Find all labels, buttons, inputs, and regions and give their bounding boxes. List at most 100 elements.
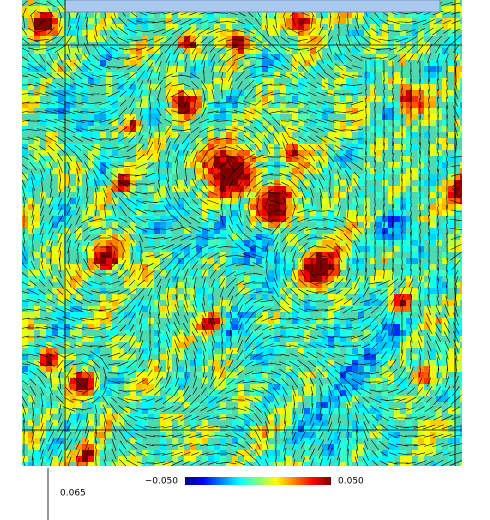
field-cell	[376, 348, 382, 354]
field-cell	[448, 24, 454, 30]
field-cell	[232, 324, 238, 330]
field-cell	[274, 450, 280, 456]
field-cell	[256, 330, 262, 336]
field-cell	[436, 282, 442, 288]
field-cell	[130, 396, 136, 402]
field-cell	[46, 294, 52, 300]
field-cell	[130, 372, 136, 378]
field-cell	[436, 414, 442, 420]
field-cell	[166, 48, 172, 54]
field-cell	[346, 300, 352, 306]
field-cell	[220, 150, 226, 156]
field-cell	[220, 300, 226, 306]
field-cell	[340, 18, 346, 24]
field-cell	[178, 144, 184, 150]
field-cell	[70, 144, 76, 150]
field-cell	[70, 402, 76, 408]
field-cell	[142, 168, 148, 174]
field-cell	[34, 270, 40, 276]
field-cell	[316, 276, 322, 282]
field-cell	[40, 366, 46, 372]
field-cell	[34, 12, 40, 18]
field-cell	[424, 324, 430, 330]
field-cell	[22, 414, 28, 420]
field-cell	[88, 450, 94, 456]
field-cell	[124, 78, 130, 84]
field-cell	[88, 384, 94, 390]
field-cell	[142, 342, 148, 348]
field-cell	[352, 348, 358, 354]
field-cell	[460, 72, 466, 78]
field-cell	[106, 390, 112, 396]
field-cell	[196, 288, 202, 294]
field-cell	[226, 24, 232, 30]
field-cell	[232, 186, 238, 192]
field-cell	[214, 432, 220, 438]
field-cell	[202, 174, 208, 180]
field-cell	[382, 120, 388, 126]
field-cell	[148, 216, 154, 222]
field-cell	[364, 306, 370, 312]
field-cell	[274, 162, 280, 168]
field-cell	[328, 294, 334, 300]
field-cell	[346, 222, 352, 228]
field-cell	[124, 132, 130, 138]
field-cell	[190, 456, 196, 462]
field-cell	[94, 240, 100, 246]
field-cell	[400, 240, 406, 246]
field-cell	[286, 144, 292, 150]
field-cell	[382, 144, 388, 150]
field-cell	[274, 324, 280, 330]
field-cell	[448, 396, 454, 402]
field-cell	[406, 456, 412, 462]
field-cell	[406, 366, 412, 372]
field-cell	[298, 114, 304, 120]
field-cell	[106, 192, 112, 198]
field-cell	[412, 108, 418, 114]
field-cell	[118, 420, 124, 426]
field-cell	[112, 102, 118, 108]
field-cell	[220, 330, 226, 336]
field-cell	[22, 372, 28, 378]
field-cell	[142, 132, 148, 138]
field-cell	[286, 438, 292, 444]
field-cell	[22, 390, 28, 396]
field-cell	[88, 222, 94, 228]
field-cell	[232, 336, 238, 342]
field-cell	[436, 162, 442, 168]
field-cell	[34, 438, 40, 444]
field-cell	[238, 54, 244, 60]
field-cell	[292, 372, 298, 378]
field-cell	[382, 24, 388, 30]
field-cell	[328, 216, 334, 222]
field-cell	[46, 24, 52, 30]
field-cell	[88, 54, 94, 60]
field-cell	[340, 324, 346, 330]
field-cell	[70, 414, 76, 420]
field-cell	[232, 174, 238, 180]
field-cell	[196, 204, 202, 210]
field-cell	[376, 432, 382, 438]
field-cell	[346, 96, 352, 102]
field-cell	[112, 264, 118, 270]
field-cell	[460, 228, 466, 234]
field-cell	[430, 120, 436, 126]
field-cell	[202, 366, 208, 372]
field-cell	[298, 420, 304, 426]
field-cell	[118, 144, 124, 150]
field-cell	[400, 96, 406, 102]
field-cell	[364, 96, 370, 102]
field-cell	[340, 450, 346, 456]
field-cell	[106, 258, 112, 264]
field-cell	[418, 180, 424, 186]
field-cell	[400, 336, 406, 342]
field-cell	[268, 396, 274, 402]
field-cell	[460, 270, 466, 276]
field-cell	[34, 378, 40, 384]
field-cell	[418, 108, 424, 114]
field-cell	[460, 126, 466, 132]
field-cell	[292, 462, 298, 468]
field-cell	[40, 150, 46, 156]
field-cell	[286, 210, 292, 216]
field-cell	[268, 450, 274, 456]
